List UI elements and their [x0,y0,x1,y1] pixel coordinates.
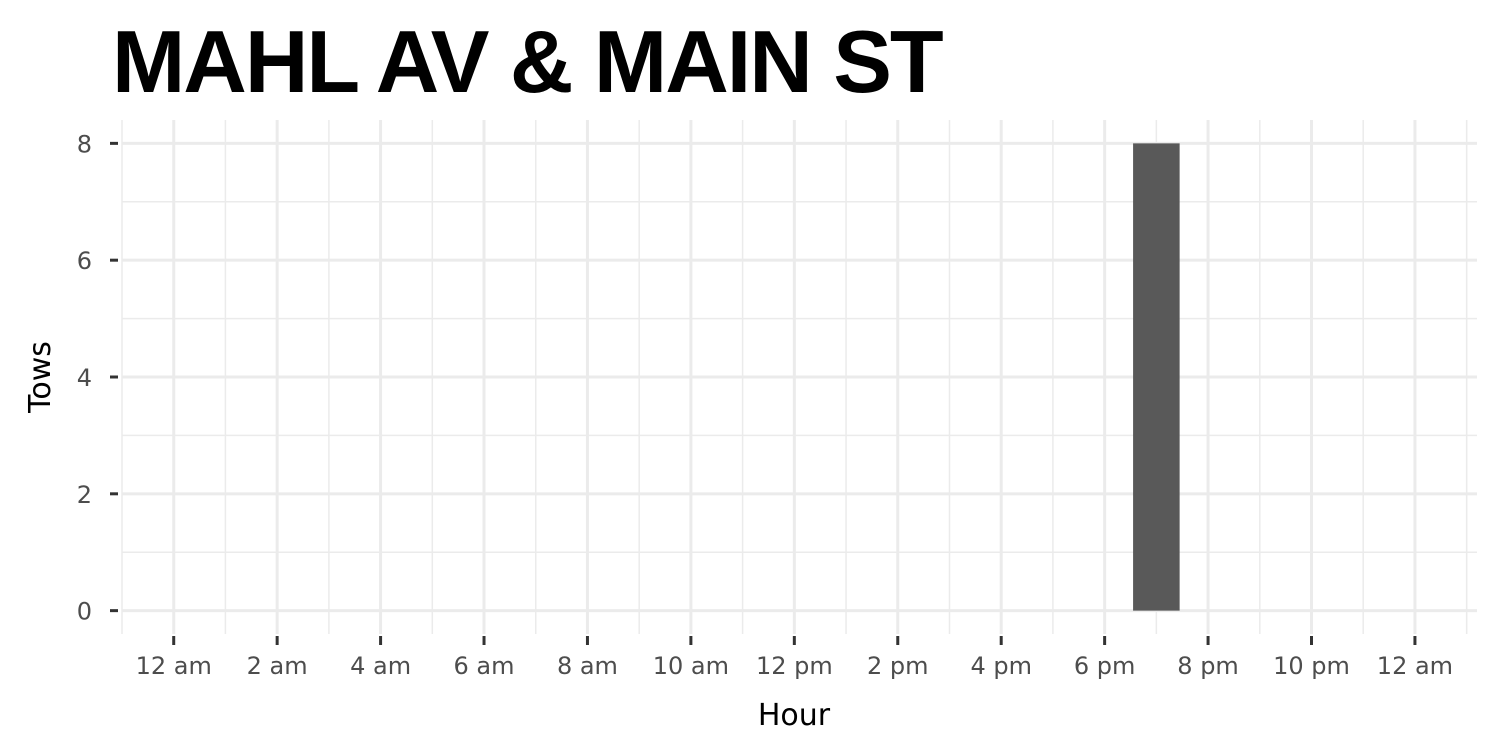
bar [1133,143,1180,611]
x-tick-label: 12 am [1377,652,1453,680]
x-tick-label: 2 pm [867,652,929,680]
x-tick-label: 10 am [653,652,729,680]
y-tick-label: 8 [77,130,92,158]
x-tick-label: 12 am [136,652,212,680]
chart-title: MAHL AV & MAIN ST [112,12,943,111]
y-tick-label: 2 [77,481,92,509]
x-tick-label: 12 pm [756,652,833,680]
x-tick-label: 2 am [247,652,308,680]
y-tick-label: 4 [77,364,92,392]
bars [1133,143,1180,611]
x-axis-title: Hour [758,698,831,733]
x-axis: 12 am 2 am 4 am 6 am 8 am 10 am 12 pm 2 pm 4 pm 6… [136,636,1453,680]
x-tick-label: 4 pm [970,652,1032,680]
x-tick-label: 8 am [557,652,618,680]
x-tick-label: 10 pm [1273,652,1350,680]
y-axis: 0 2 4 6 8 [77,130,118,626]
grid [121,120,1477,634]
x-tick-label: 8 pm [1177,652,1239,680]
x-tick-label: 4 am [350,652,411,680]
y-axis-title: Tows [23,341,58,414]
x-tick-label: 6 am [454,652,515,680]
y-tick-label: 0 [77,598,92,626]
x-tick-label: 6 pm [1074,652,1136,680]
y-tick-label: 6 [77,247,92,275]
